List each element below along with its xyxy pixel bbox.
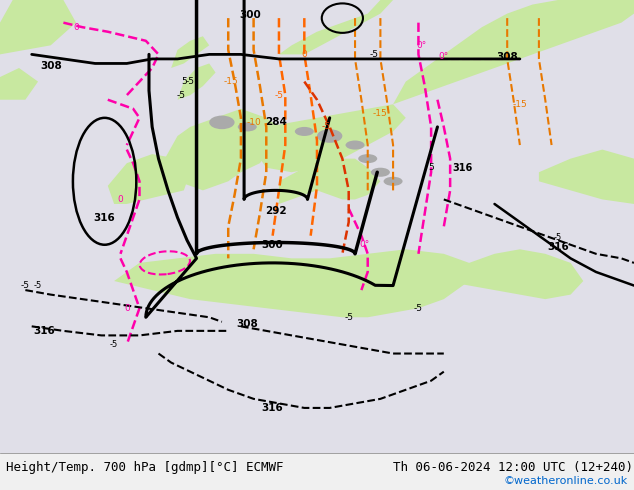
- Text: 0: 0: [117, 195, 124, 204]
- Ellipse shape: [358, 154, 377, 163]
- Text: 0: 0: [301, 50, 307, 59]
- Polygon shape: [279, 159, 380, 204]
- Polygon shape: [444, 249, 583, 299]
- Text: -5: -5: [275, 91, 283, 99]
- Polygon shape: [0, 0, 76, 54]
- Polygon shape: [178, 64, 216, 99]
- Text: -5: -5: [34, 281, 42, 290]
- Text: -5: -5: [110, 340, 119, 349]
- Text: 308: 308: [496, 51, 518, 62]
- Polygon shape: [108, 154, 190, 204]
- Ellipse shape: [295, 127, 314, 136]
- Text: -15: -15: [512, 100, 527, 109]
- Text: 5: 5: [428, 163, 434, 172]
- Text: 292: 292: [265, 206, 287, 216]
- Text: ©weatheronline.co.uk: ©weatheronline.co.uk: [503, 476, 628, 486]
- Text: 316: 316: [94, 213, 115, 222]
- Text: 0: 0: [73, 23, 79, 32]
- Text: 308: 308: [40, 61, 61, 71]
- Polygon shape: [0, 68, 38, 99]
- Polygon shape: [165, 109, 279, 191]
- Text: 0°: 0°: [439, 52, 449, 61]
- Text: -5: -5: [414, 304, 423, 313]
- Ellipse shape: [384, 177, 403, 186]
- Polygon shape: [393, 0, 634, 104]
- Text: 316: 316: [262, 403, 283, 413]
- Ellipse shape: [238, 122, 257, 131]
- Text: -5: -5: [344, 313, 353, 322]
- Text: Th 06-06-2024 12:00 UTC (12+240): Th 06-06-2024 12:00 UTC (12+240): [393, 462, 633, 474]
- Polygon shape: [171, 36, 209, 68]
- Text: -10: -10: [246, 118, 261, 127]
- Text: 284: 284: [265, 118, 287, 127]
- Polygon shape: [114, 249, 482, 318]
- Text: 316: 316: [453, 163, 473, 172]
- Text: 300: 300: [240, 10, 261, 20]
- Ellipse shape: [346, 141, 365, 149]
- Polygon shape: [539, 149, 634, 204]
- Text: -5: -5: [553, 233, 562, 243]
- Text: 5: 5: [181, 77, 187, 86]
- Text: -5: -5: [21, 281, 30, 290]
- Text: -15: -15: [373, 109, 388, 118]
- Text: 308: 308: [236, 319, 258, 329]
- Text: 0°: 0°: [359, 240, 370, 249]
- Text: -5: -5: [186, 77, 195, 86]
- Ellipse shape: [371, 168, 390, 177]
- Text: 0: 0: [124, 304, 130, 313]
- Text: -5: -5: [176, 91, 185, 99]
- Text: -5: -5: [322, 122, 331, 131]
- Polygon shape: [279, 0, 393, 54]
- Text: 0°: 0°: [417, 41, 427, 50]
- Text: 316: 316: [547, 242, 569, 252]
- Ellipse shape: [317, 129, 342, 143]
- Polygon shape: [254, 104, 406, 172]
- Ellipse shape: [209, 116, 235, 129]
- Text: Height/Temp. 700 hPa [gdmp][°C] ECMWF: Height/Temp. 700 hPa [gdmp][°C] ECMWF: [6, 462, 284, 474]
- Text: -5: -5: [370, 50, 378, 59]
- Text: 300: 300: [262, 240, 283, 250]
- Text: -15: -15: [224, 77, 239, 86]
- Text: 316: 316: [34, 326, 55, 336]
